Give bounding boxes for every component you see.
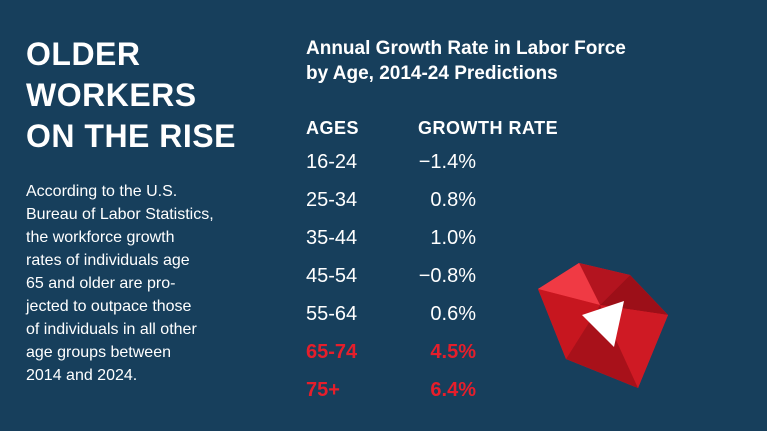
gem-facet (538, 263, 600, 305)
age-label: 45-54 (306, 265, 358, 287)
table-row: 75+ 6.4% (306, 378, 506, 416)
growth-rate-value: 4.5% (430, 341, 476, 363)
table-row: 45-54 −0.8% (306, 264, 506, 302)
growth-rate-value: 6.4% (430, 379, 476, 401)
table-row: 25-34 0.8% (306, 188, 506, 226)
chart-title-line-1: Annual Growth Rate in Labor Force (306, 38, 626, 59)
gem-facet (566, 305, 638, 388)
column-header-ages: AGES (306, 118, 360, 138)
body-line: rates of individuals age (26, 252, 190, 269)
gem-highlight (582, 301, 624, 347)
age-label: 65-74 (306, 341, 358, 363)
body-line: jected to outpace those (26, 298, 192, 315)
age-label: 55-64 (306, 303, 358, 325)
body-text: According to the U.S. Bureau of Labor St… (26, 180, 276, 387)
gem-facet (538, 289, 600, 359)
body-line: According to the U.S. (26, 183, 178, 200)
headline-line-3: ON THE RISE (26, 118, 236, 154)
headline-line-2: WORKERS (26, 77, 197, 113)
growth-rate-value: −1.4% (418, 151, 476, 173)
column-header-growth-rate: GROWTH RATE (418, 118, 559, 138)
body-line: the workforce growth (26, 229, 175, 246)
age-label: 25-34 (306, 189, 358, 211)
body-line: 2014 and 2024. (26, 367, 138, 384)
growth-rate-value: 0.8% (430, 189, 476, 211)
headline-line-1: OLDER (26, 36, 141, 72)
body-line: age groups between (26, 344, 171, 361)
age-label: 16-24 (306, 151, 358, 173)
table-row: 35-44 1.0% (306, 226, 506, 264)
body-line: Bureau of Labor Statistics, (26, 206, 214, 223)
gem-facet (579, 263, 630, 305)
growth-rate-value: 1.0% (430, 227, 476, 249)
age-label: 75+ (306, 379, 340, 401)
chart-title: Annual Growth Rate in Labor Force by Age… (306, 36, 746, 86)
age-label: 35-44 (306, 227, 358, 249)
headline: OLDER WORKERS ON THE RISE (26, 34, 266, 157)
growth-rate-value: 0.6% (430, 303, 476, 325)
growth-rate-value: −0.8% (418, 265, 476, 287)
table-row: 55-64 0.6% (306, 302, 506, 340)
table-row: 16-24 −1.4% (306, 150, 506, 188)
ruby-gem-icon (538, 263, 668, 388)
table-row: 65-74 4.5% (306, 340, 506, 378)
body-line: of individuals in all other (26, 321, 197, 338)
chart-title-line-2: by Age, 2014-24 Predictions (306, 63, 558, 84)
growth-rate-table: 16-24 −1.4% 25-34 0.8% 35-44 1.0% 45-54 −0.8% 55… (306, 150, 506, 416)
body-line: 65 and older are pro- (26, 275, 176, 292)
